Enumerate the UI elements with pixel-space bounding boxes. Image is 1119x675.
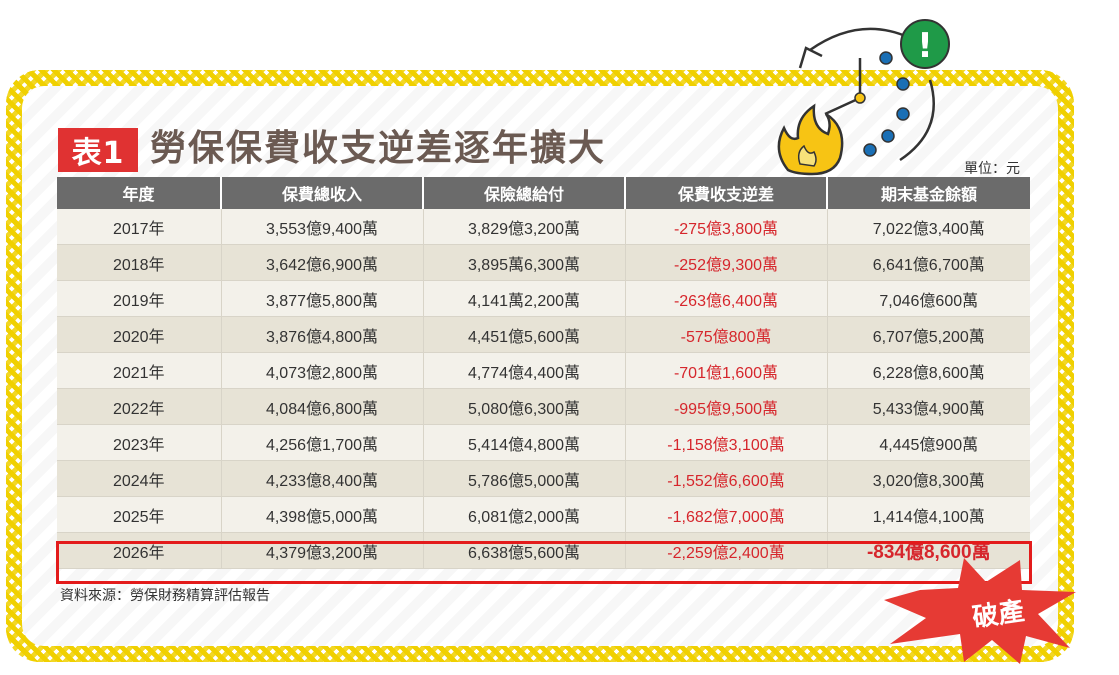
deficit-cell: -701億1,600萬 bbox=[625, 352, 828, 389]
fire-icon bbox=[777, 103, 844, 176]
deficit-cell: -1,158億3,100萬 bbox=[625, 424, 828, 461]
deficit-cell: -263億6,400萬 bbox=[625, 280, 828, 317]
table-row: 2019年 3,877億5,800萬 4,141萬2,200萬 -263億6,4… bbox=[57, 280, 1030, 317]
unit-label: 單位：元 bbox=[964, 161, 1020, 177]
income-cell: 3,642億6,900萬 bbox=[221, 244, 424, 281]
header-fund-balance: 期末基金餘額 bbox=[827, 177, 1030, 209]
deficit-cell: -575億800萬 bbox=[625, 316, 828, 353]
bankrupt-burst-icon bbox=[884, 558, 1076, 664]
payout-cell: 6,638億5,600萬 bbox=[423, 532, 626, 569]
deficit-cell: -1,552億6,600萬 bbox=[625, 460, 828, 497]
balance-cell: 3,020億8,300萬 bbox=[827, 460, 1030, 497]
payout-cell: 5,080億6,300萬 bbox=[423, 388, 626, 425]
table-row: 2017年 3,553億9,400萬 3,829億3,200萬 -275億3,8… bbox=[57, 209, 1030, 245]
table-number-tag: 表1 bbox=[58, 128, 138, 172]
payout-cell: 4,141萬2,200萬 bbox=[423, 280, 626, 317]
balance-cell: 1,414億4,100萬 bbox=[827, 496, 1030, 533]
balance-cell: 7,046億600萬 bbox=[827, 280, 1030, 317]
table-row: 2018年 3,642億6,900萬 3,895萬6,300萬 -252億9,3… bbox=[57, 244, 1030, 281]
clock-fire-illustration: ! bbox=[777, 19, 950, 176]
table-row: 2020年 3,876億4,800萬 4,451億5,600萬 -575億800… bbox=[57, 316, 1030, 353]
income-cell: 4,398億5,000萬 bbox=[221, 496, 424, 533]
income-cell: 3,553億9,400萬 bbox=[221, 209, 424, 245]
payout-cell: 5,414億4,800萬 bbox=[423, 424, 626, 461]
income-cell: 3,877億5,800萬 bbox=[221, 280, 424, 317]
payout-cell: 4,451億5,600萬 bbox=[423, 316, 626, 353]
income-cell: 4,256億1,700萬 bbox=[221, 424, 424, 461]
svg-text:!: ! bbox=[917, 26, 933, 66]
balance-cell-bankrupt: -834億8,600萬 bbox=[827, 532, 1030, 569]
year-cell: 2025年 bbox=[57, 496, 222, 533]
header-insurance-payout: 保險總給付 bbox=[423, 177, 626, 209]
header-deficit: 保費收支逆差 bbox=[625, 177, 828, 209]
deficit-cell: -252億9,300萬 bbox=[625, 244, 828, 281]
balance-cell: 6,641億6,700萬 bbox=[827, 244, 1030, 281]
year-cell: 2019年 bbox=[57, 280, 222, 317]
table-row: 2021年 4,073億2,800萬 4,774億4,400萬 -701億1,6… bbox=[57, 352, 1030, 389]
table-row: 2022年 4,084億6,800萬 5,080億6,300萬 -995億9,5… bbox=[57, 388, 1030, 425]
header-year: 年度 bbox=[57, 177, 222, 209]
payout-cell: 3,829億3,200萬 bbox=[423, 209, 626, 245]
clock-icon bbox=[798, 27, 935, 162]
balance-cell: 6,228億8,600萬 bbox=[827, 352, 1030, 389]
year-cell: 2018年 bbox=[57, 244, 222, 281]
table-row-highlighted: 2026年 4,379億3,200萬 6,638億5,600萬 -2,259億2… bbox=[57, 532, 1030, 569]
year-cell: 2021年 bbox=[57, 352, 222, 389]
deficit-cell: -2,259億2,400萬 bbox=[625, 532, 828, 569]
table-row: 2023年 4,256億1,700萬 5,414億4,800萬 -1,158億3… bbox=[57, 424, 1030, 461]
table-row: 2025年 4,398億5,000萬 6,081億2,000萬 -1,682億7… bbox=[57, 496, 1030, 533]
page-title: 勞保保費收支逆差逐年擴大 bbox=[150, 128, 607, 169]
labor-insurance-table: 年度 保費總收入 保險總給付 保費收支逆差 期末基金餘額 2017年 3,553… bbox=[57, 177, 1030, 569]
payout-cell: 6,081億2,000萬 bbox=[423, 496, 626, 533]
table-header-row: 年度 保費總收入 保險總給付 保費收支逆差 期末基金餘額 bbox=[57, 177, 1030, 209]
income-cell: 4,084億6,800萬 bbox=[221, 388, 424, 425]
payout-cell: 5,786億5,000萬 bbox=[423, 460, 626, 497]
source-note: 資料來源：勞保財務精算評估報告 bbox=[60, 588, 270, 604]
deficit-cell: -1,682億7,000萬 bbox=[625, 496, 828, 533]
year-cell: 2020年 bbox=[57, 316, 222, 353]
year-cell: 2023年 bbox=[57, 424, 222, 461]
year-cell: 2026年 bbox=[57, 532, 222, 569]
income-cell: 3,876億4,800萬 bbox=[221, 316, 424, 353]
income-cell: 4,073億2,800萬 bbox=[221, 352, 424, 389]
deficit-cell: -275億3,800萬 bbox=[625, 209, 828, 245]
payout-cell: 3,895萬6,300萬 bbox=[423, 244, 626, 281]
header-premium-income: 保費總收入 bbox=[221, 177, 424, 209]
balance-cell: 4,445億900萬 bbox=[827, 424, 1030, 461]
table-row: 2024年 4,233億8,400萬 5,786億5,000萬 -1,552億6… bbox=[57, 460, 1030, 497]
deficit-cell: -995億9,500萬 bbox=[625, 388, 828, 425]
payout-cell: 4,774億4,400萬 bbox=[423, 352, 626, 389]
income-cell: 4,379億3,200萬 bbox=[221, 532, 424, 569]
balance-cell: 6,707億5,200萬 bbox=[827, 316, 1030, 353]
year-cell: 2017年 bbox=[57, 209, 222, 245]
year-cell: 2024年 bbox=[57, 460, 222, 497]
balance-cell: 5,433億4,900萬 bbox=[827, 388, 1030, 425]
balance-cell: 7,022億3,400萬 bbox=[827, 209, 1030, 245]
alert-icon: ! bbox=[900, 19, 950, 69]
year-cell: 2022年 bbox=[57, 388, 222, 425]
income-cell: 4,233億8,400萬 bbox=[221, 460, 424, 497]
